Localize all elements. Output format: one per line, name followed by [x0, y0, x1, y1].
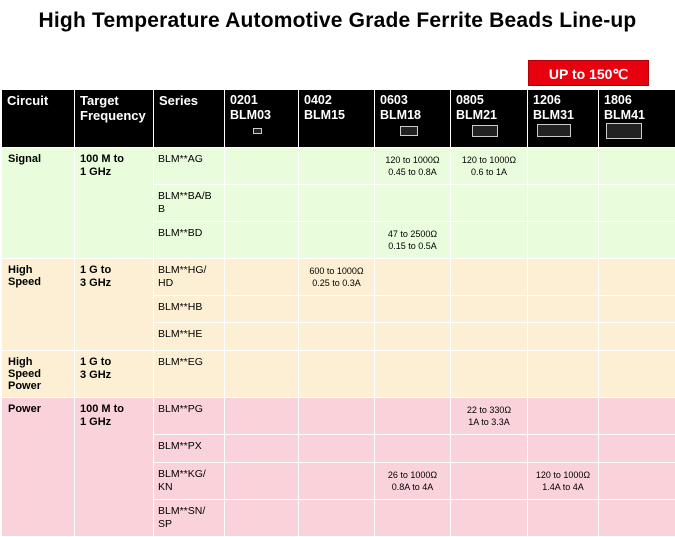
header-series: Series: [154, 90, 225, 148]
series-cell: BLM**SN/SP: [154, 500, 225, 537]
circuit-cell: Power: [2, 398, 75, 537]
series-cell: BLM**PX: [154, 435, 225, 463]
chip-0201-icon: [253, 128, 262, 134]
page-title: High Temperature Automotive Grade Ferrit…: [0, 9, 675, 33]
series-cell: BLM**EG: [154, 351, 225, 398]
series-cell: BLM**AG: [154, 148, 225, 185]
series-cell: BLM**HG/HD: [154, 259, 225, 296]
chip-1806-icon: [606, 123, 642, 139]
series-cell: BLM**PG: [154, 398, 225, 435]
series-cell: BLM**BD: [154, 222, 225, 259]
chip-0603-icon: [400, 126, 418, 136]
header-circuit: Circuit: [2, 90, 75, 148]
series-cell: BLM**HB: [154, 296, 225, 323]
chip-0805-icon: [472, 125, 498, 137]
temperature-badge: UP to 150℃: [528, 60, 649, 86]
circuit-cell: High Speed: [2, 259, 75, 351]
circuit-cell: Signal: [2, 148, 75, 259]
chip-1206-icon: [537, 124, 571, 137]
series-cell: BLM**KG/KN: [154, 463, 225, 500]
series-cell: BLM**HE: [154, 323, 225, 351]
